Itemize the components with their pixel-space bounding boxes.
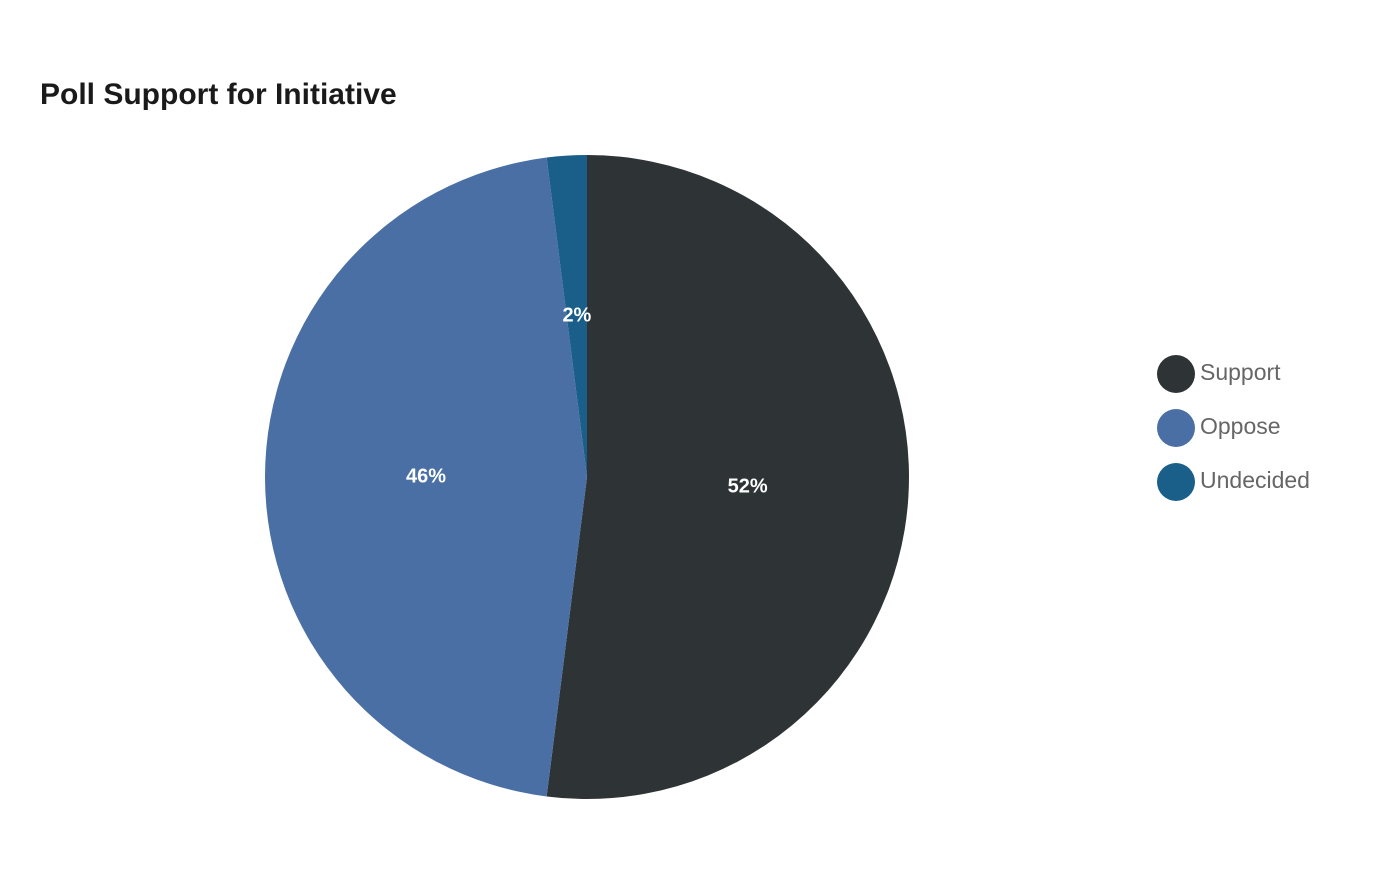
slice-label: 46% [406, 465, 446, 487]
pie-slice [546, 155, 587, 477]
pie-slice [264, 157, 587, 797]
slice-label: 52% [728, 475, 768, 497]
chart-title: Poll Support for Initiative [40, 78, 397, 111]
legend-swatch [1157, 355, 1195, 393]
legend-label: Support [1200, 359, 1281, 385]
legend-label: Undecided [1200, 467, 1310, 493]
legend-swatch [1157, 463, 1195, 501]
legend-label: Oppose [1200, 413, 1281, 439]
pie-slice [546, 155, 909, 799]
legend-swatch [1157, 409, 1195, 447]
slice-label: 2% [562, 305, 591, 327]
